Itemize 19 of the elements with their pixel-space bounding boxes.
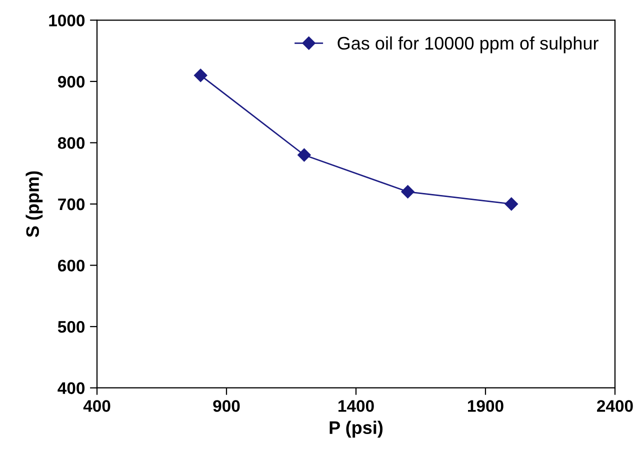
- point: [401, 185, 414, 198]
- y-tick-label: 700: [58, 198, 85, 210]
- point: [504, 197, 518, 211]
- x-tick-label: 1900: [468, 400, 504, 412]
- point: [194, 68, 208, 82]
- point: [298, 148, 311, 162]
- x-tick-label: 400: [83, 400, 110, 412]
- y-tick-label: 600: [58, 260, 85, 272]
- y-tick-label: 400: [58, 382, 85, 394]
- y-tick-label: 800: [58, 137, 85, 149]
- y-tick-label: 500: [58, 320, 85, 333]
- legend-label: Gas oil for 10000 ppm of sulphur: [338, 36, 598, 54]
- x-tick-label: 1400: [338, 400, 374, 412]
- y-axis-title: S (ppm): [26, 171, 43, 238]
- x-axis-title: P (psi): [330, 420, 383, 438]
- y-tick-label: 1000: [49, 14, 85, 26]
- x-tick-label: 900: [213, 400, 240, 412]
- x-tick-label: 2400: [597, 400, 633, 412]
- y-tick-label: 900: [58, 76, 85, 88]
